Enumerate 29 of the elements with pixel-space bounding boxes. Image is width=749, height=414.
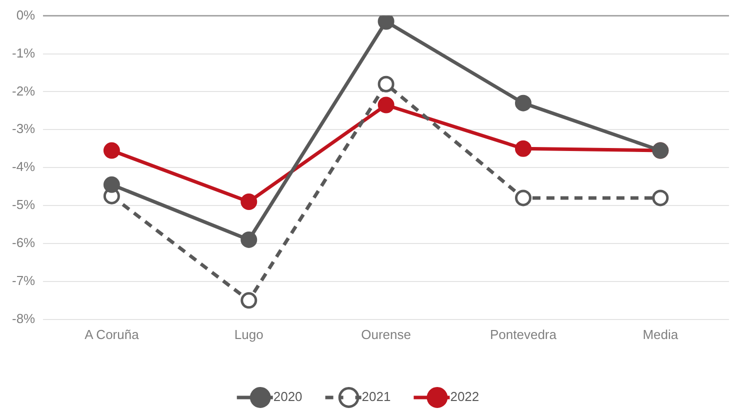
legend-label: 2022	[450, 389, 480, 404]
point	[514, 94, 532, 112]
x-tick-label: Pontevedra	[490, 326, 558, 342]
x-tick-label: Lugo	[234, 326, 264, 342]
x-tick-label: Ourense	[361, 326, 411, 342]
y-tick-label: 0%	[16, 7, 36, 22]
y-tick-label: -2%	[12, 83, 36, 98]
y-tick-label: -6%	[12, 235, 36, 250]
y-tick-label: -7%	[12, 273, 36, 288]
point	[103, 176, 120, 193]
y-tick-label: -1%	[12, 45, 36, 60]
point	[652, 190, 669, 206]
y-tick-label: -8%	[12, 310, 36, 326]
point	[378, 16, 394, 30]
y-tick-label: -4%	[12, 159, 36, 174]
point	[103, 142, 120, 159]
point	[240, 194, 258, 210]
point	[378, 76, 394, 92]
point	[240, 231, 258, 248]
legend-label: 2021	[362, 389, 391, 404]
y-tick-label: -3%	[12, 121, 36, 136]
x-tick-label: Media	[642, 326, 679, 342]
point	[514, 140, 532, 157]
point	[378, 96, 394, 114]
x-tick-label: A Coruña	[84, 326, 140, 342]
point	[240, 292, 258, 309]
legend-label: 2020	[273, 389, 302, 404]
point	[514, 190, 532, 206]
y-tick-label: -5%	[12, 197, 36, 212]
